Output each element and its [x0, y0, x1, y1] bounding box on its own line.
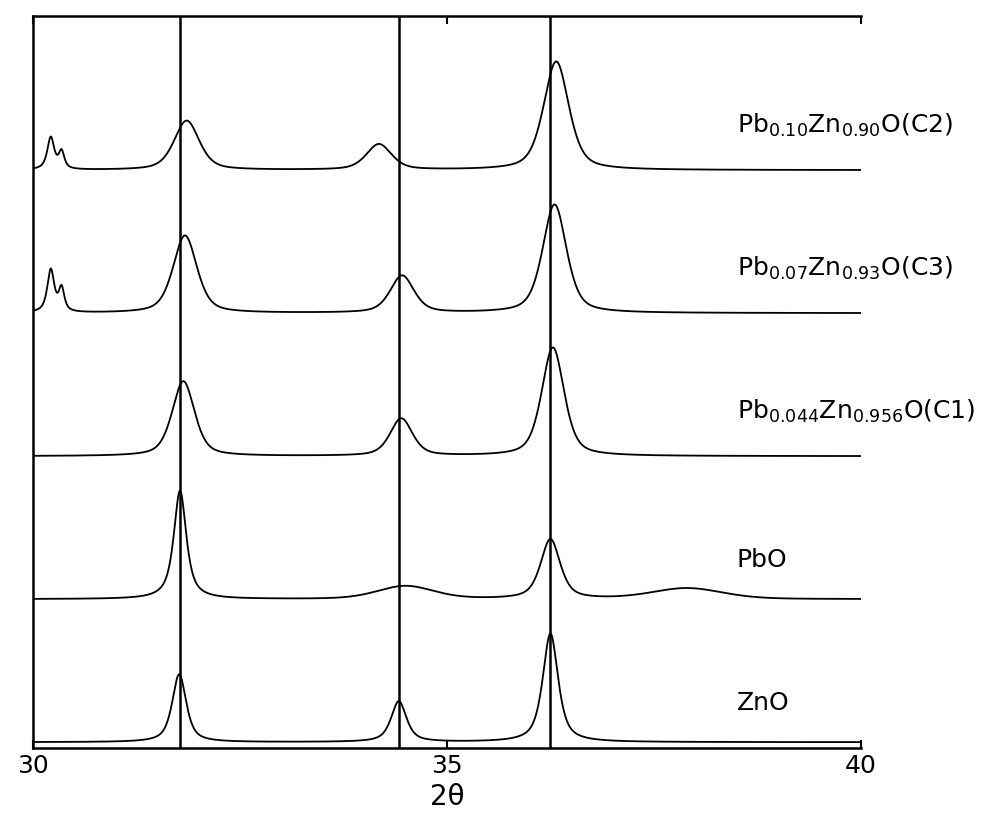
Text: PbO: PbO [737, 547, 787, 571]
X-axis label: 2θ: 2θ [430, 782, 464, 810]
Text: Pb$_{0.07}$Zn$_{0.93}$O(C3): Pb$_{0.07}$Zn$_{0.93}$O(C3) [737, 255, 953, 282]
Text: ZnO: ZnO [737, 691, 789, 715]
Text: Pb$_{0.044}$Zn$_{0.956}$O(C1): Pb$_{0.044}$Zn$_{0.956}$O(C1) [737, 397, 975, 424]
Text: Pb$_{0.10}$Zn$_{0.90}$O(C2): Pb$_{0.10}$Zn$_{0.90}$O(C2) [737, 112, 953, 139]
